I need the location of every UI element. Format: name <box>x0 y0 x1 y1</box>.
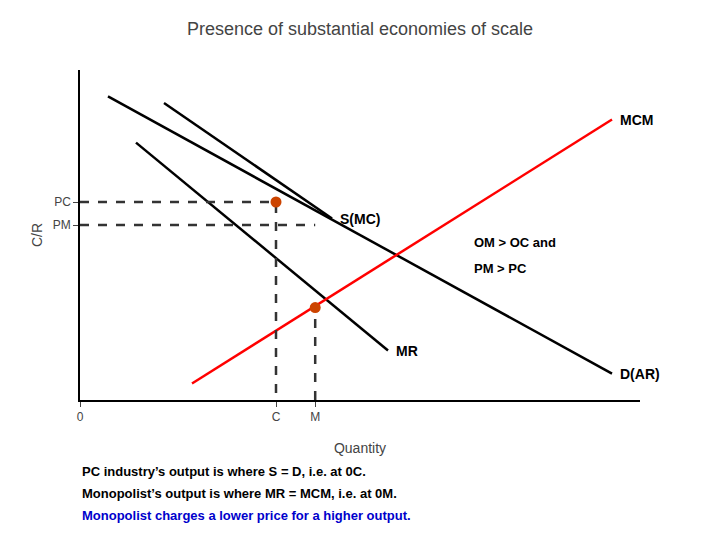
svg-text:M: M <box>310 410 320 424</box>
svg-text:Monopolist charges a lower pri: Monopolist charges a lower price for a h… <box>82 508 411 523</box>
svg-text:D(AR): D(AR) <box>620 366 660 382</box>
svg-text:C/R: C/R <box>29 223 45 247</box>
svg-text:0: 0 <box>77 410 84 424</box>
svg-text:MR: MR <box>396 343 418 359</box>
svg-text:Monopolist’s output is where M: Monopolist’s output is where MR = MCM, i… <box>82 486 397 501</box>
svg-text:PC: PC <box>54 195 71 209</box>
svg-text:PC industry’s output is where: PC industry’s output is where S = D, i.e… <box>82 464 366 479</box>
svg-text:Presence of substantial econom: Presence of substantial economies of sca… <box>187 19 533 39</box>
svg-text:PM > PC: PM > PC <box>474 261 527 276</box>
svg-text:Quantity: Quantity <box>334 440 386 456</box>
svg-text:C: C <box>272 410 281 424</box>
svg-text:S(MC): S(MC) <box>340 211 380 227</box>
svg-text:OM > OC and: OM > OC and <box>474 235 556 250</box>
svg-text:PM: PM <box>53 218 71 232</box>
svg-text:MCM: MCM <box>620 112 653 128</box>
